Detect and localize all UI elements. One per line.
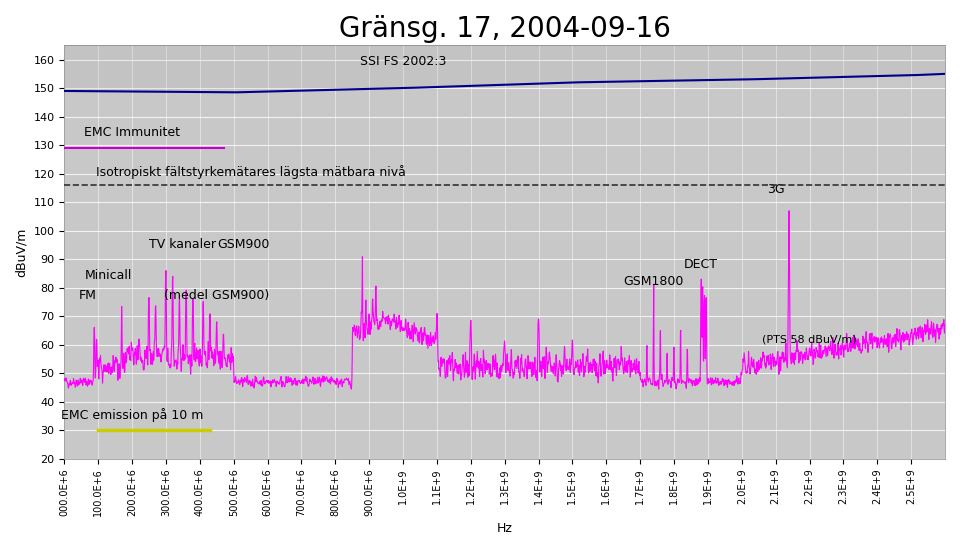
- Text: EMC emission på 10 m: EMC emission på 10 m: [60, 408, 204, 422]
- Text: SSI FS 2002:3: SSI FS 2002:3: [360, 55, 446, 68]
- Text: DECT: DECT: [684, 257, 718, 271]
- Text: (PTS 58 dBuV/m): (PTS 58 dBuV/m): [762, 335, 857, 345]
- Text: GSM1800: GSM1800: [624, 275, 684, 288]
- Y-axis label: dBuV/m: dBuV/m: [15, 227, 28, 277]
- Text: Minicall: Minicall: [84, 269, 132, 282]
- Text: 3G: 3G: [767, 184, 784, 196]
- Text: FM: FM: [79, 289, 97, 302]
- Text: Isotropiskt fältstyrkemätares lägsta mätbara nivå: Isotropiskt fältstyrkemätares lägsta mät…: [96, 166, 406, 179]
- Text: (medel GSM900): (medel GSM900): [164, 289, 270, 302]
- Title: Gränsg. 17, 2004-09-16: Gränsg. 17, 2004-09-16: [339, 15, 671, 43]
- Text: EMC Immunitet: EMC Immunitet: [84, 126, 180, 140]
- Text: GSM900: GSM900: [218, 238, 270, 251]
- X-axis label: Hz: Hz: [496, 522, 513, 535]
- Text: TV kanaler: TV kanaler: [150, 238, 216, 251]
